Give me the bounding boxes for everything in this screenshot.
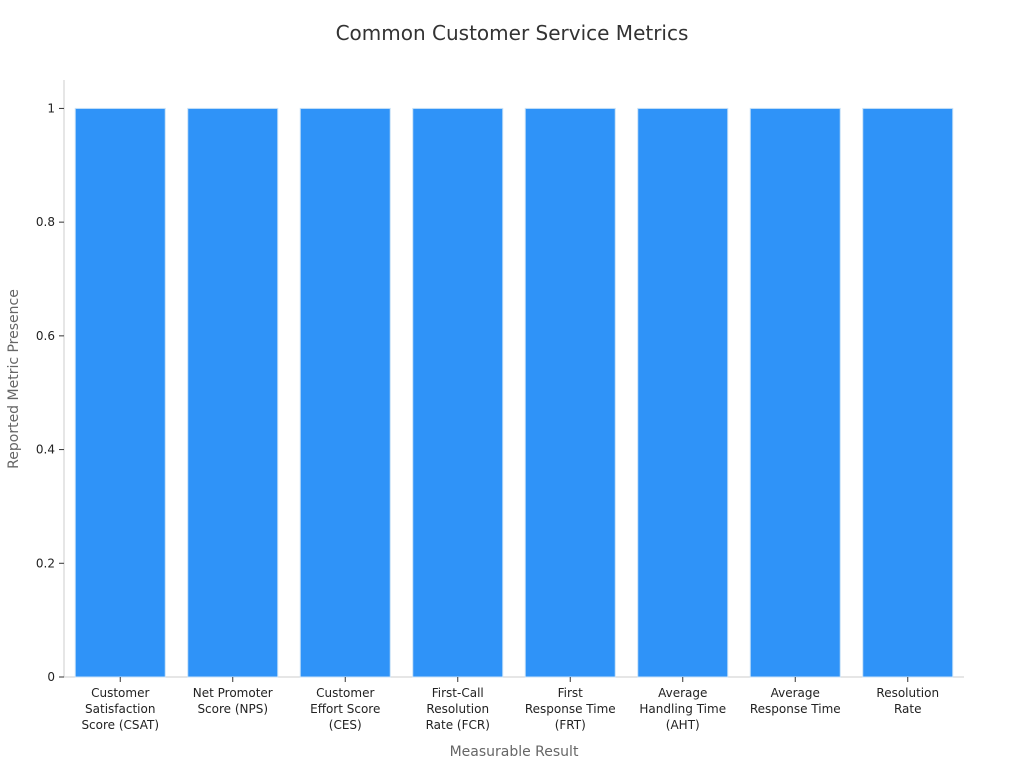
bar-8: [862, 107, 954, 678]
bar-6: [637, 107, 729, 678]
y-tick-label: 0.4: [36, 443, 55, 457]
bar-3: [299, 107, 391, 678]
x-tick-label: Average Response Time: [750, 686, 841, 716]
x-axis-ticks: Customer Satisfaction Score (CSAT) Net Prom…: [81, 677, 939, 732]
bars-group: [74, 107, 954, 678]
x-tick-label: Average Handling Time (AHT): [639, 686, 726, 732]
chart-title: Common Customer Service Metrics: [336, 21, 689, 45]
bar-4: [412, 107, 504, 678]
y-axis-label: Reported Metric Presence: [6, 289, 22, 469]
x-tick-label: First-Call Resolution Rate (FCR): [426, 686, 490, 732]
x-tick-label: Customer Effort Score (CES): [310, 686, 380, 732]
y-tick-label: 0: [47, 670, 55, 684]
bar-2: [187, 107, 279, 678]
x-tick-label: Customer Satisfaction Score (CSAT): [81, 686, 159, 732]
bar-1: [74, 107, 166, 678]
x-tick-label: First Response Time (FRT): [525, 686, 616, 732]
y-tick-label: 0.2: [36, 556, 55, 570]
x-tick-label: Resolution Rate: [876, 686, 939, 716]
bar-7: [749, 107, 841, 678]
bar-5: [524, 107, 616, 678]
y-tick-label: 0.6: [36, 329, 55, 343]
y-tick-label: 0.8: [36, 215, 55, 229]
y-tick-label: 1: [47, 101, 55, 115]
x-tick-label: Net Promoter Score (NPS): [193, 686, 273, 716]
y-axis-ticks: 0 0.2 0.4 0.6 0.8 1: [36, 101, 64, 684]
x-axis-label: Measurable Result: [450, 744, 579, 760]
